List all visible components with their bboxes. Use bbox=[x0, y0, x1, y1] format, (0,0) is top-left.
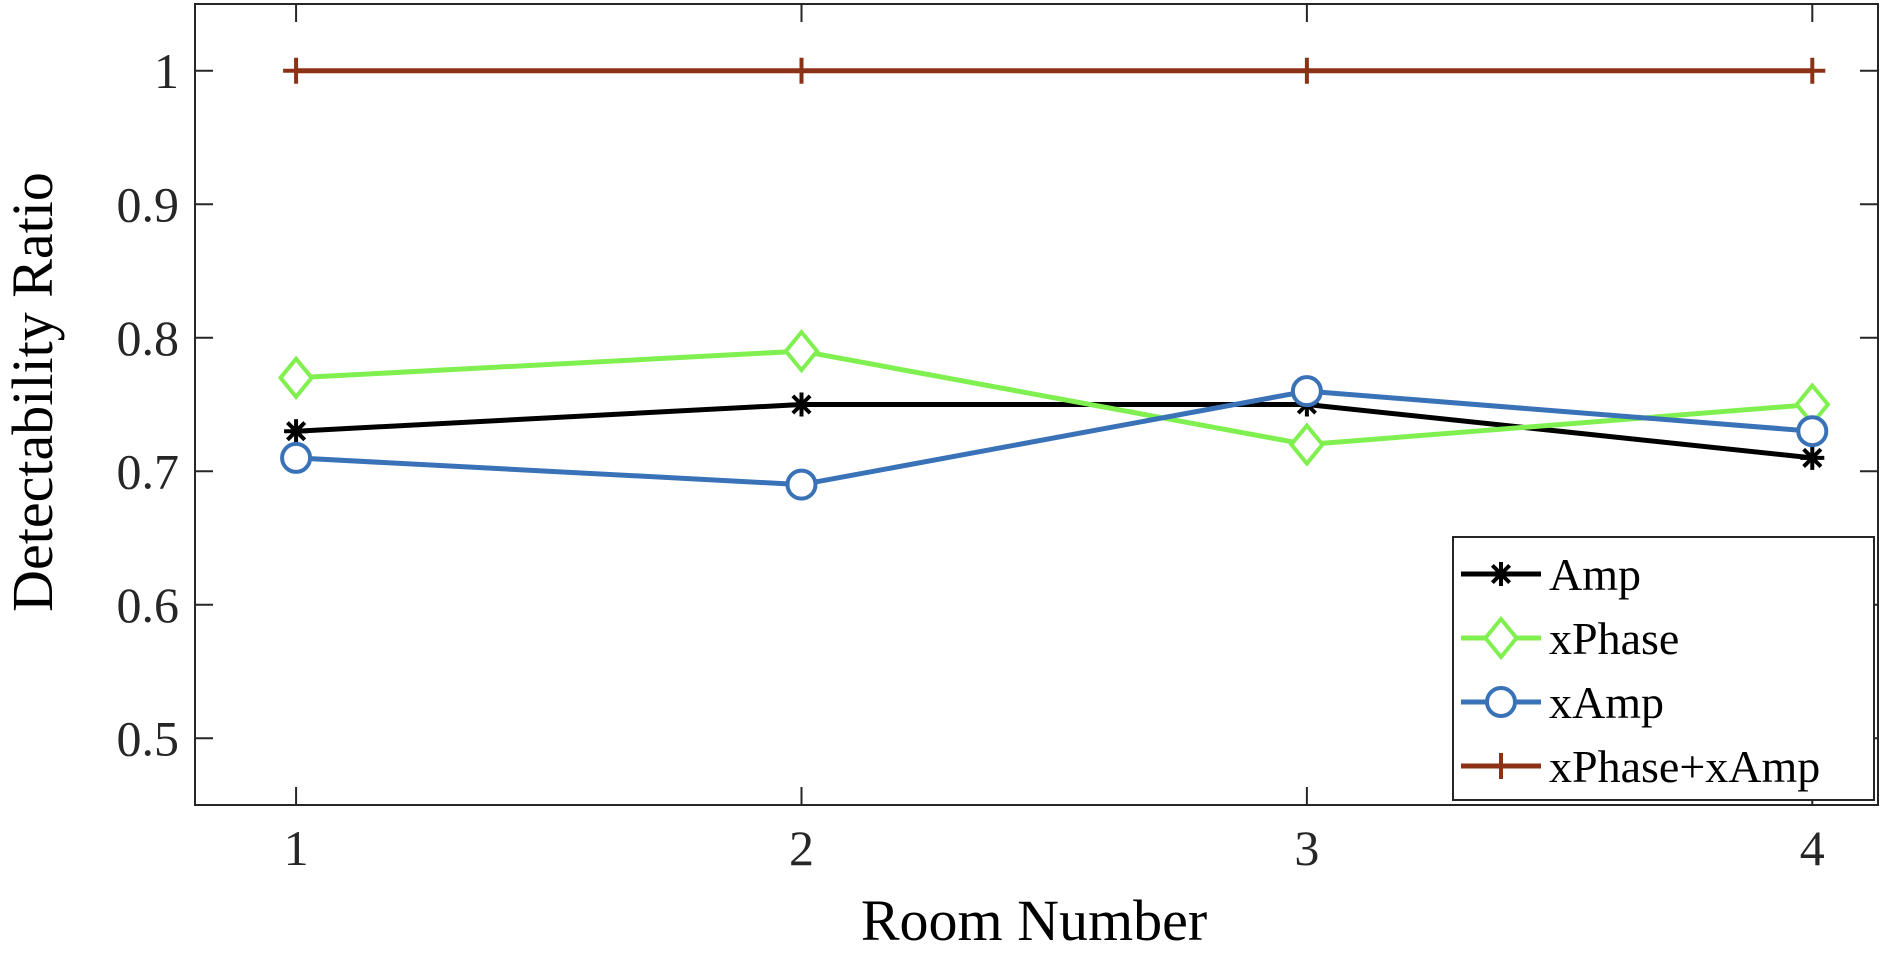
data-point bbox=[783, 328, 820, 374]
x-axis-ticks: 1 2 3 4 bbox=[284, 4, 1825, 876]
legend-label: Amp bbox=[1549, 549, 1641, 600]
series-line bbox=[295, 348, 1813, 448]
series-xphase bbox=[277, 328, 1831, 467]
x-tick-label: 1 bbox=[284, 820, 309, 876]
legend-label: xAmp bbox=[1549, 677, 1664, 728]
legend-marker bbox=[1489, 562, 1513, 586]
data-point bbox=[1799, 57, 1826, 84]
plot-area bbox=[194, 3, 1879, 806]
legend-label: xPhase bbox=[1549, 613, 1679, 664]
series-xphase-xamp bbox=[283, 57, 1826, 84]
y-axis-title: Detectability Ratio bbox=[0, 172, 65, 612]
y-axis-ticks: 0.5 0.6 0.7 0.8 0.9 1 bbox=[117, 43, 1878, 766]
legend-item: xPhase bbox=[1461, 613, 1679, 664]
x-tick-label: 4 bbox=[1800, 820, 1825, 876]
legend: Amp xPhase xAmp xPhase+xAmp bbox=[1452, 536, 1875, 801]
x-tick-label: 2 bbox=[789, 820, 814, 876]
data-point bbox=[1800, 445, 1825, 470]
data-point bbox=[280, 441, 313, 474]
legend-label: xPhase+xAmp bbox=[1549, 741, 1820, 792]
plot-frame bbox=[194, 3, 1879, 806]
legend-box bbox=[1452, 536, 1875, 801]
y-tick-label: 0.8 bbox=[117, 310, 180, 366]
data-point bbox=[284, 419, 309, 444]
series-amp bbox=[284, 392, 1825, 470]
data-point bbox=[283, 57, 310, 84]
series-line bbox=[295, 388, 1813, 488]
y-tick-label: 1 bbox=[154, 43, 179, 99]
data-point bbox=[1290, 375, 1323, 408]
x-tick-label: 3 bbox=[1294, 820, 1319, 876]
data-point bbox=[785, 468, 818, 501]
series-line bbox=[295, 402, 1813, 461]
data-point bbox=[1288, 422, 1326, 467]
y-tick-label: 0.7 bbox=[117, 443, 180, 499]
legend-item: Amp bbox=[1461, 549, 1641, 600]
legend-marker bbox=[1485, 686, 1517, 718]
x-axis-title: Room Number bbox=[861, 888, 1207, 953]
y-tick-label: 0.5 bbox=[117, 710, 180, 766]
data-point bbox=[1293, 57, 1320, 84]
series-layer bbox=[277, 57, 1831, 501]
data-point bbox=[789, 392, 814, 417]
legend-item: xPhase+xAmp bbox=[1461, 741, 1820, 792]
y-tick-label: 0.6 bbox=[117, 577, 180, 633]
legend-marker bbox=[1482, 615, 1520, 661]
y-tick-label: 0.9 bbox=[117, 176, 180, 232]
series-xamp bbox=[280, 375, 1829, 501]
data-point bbox=[1796, 415, 1829, 448]
data-point bbox=[277, 355, 315, 400]
legend-item: xAmp bbox=[1461, 677, 1664, 728]
legend-marker bbox=[1488, 753, 1514, 779]
data-point bbox=[788, 57, 815, 84]
